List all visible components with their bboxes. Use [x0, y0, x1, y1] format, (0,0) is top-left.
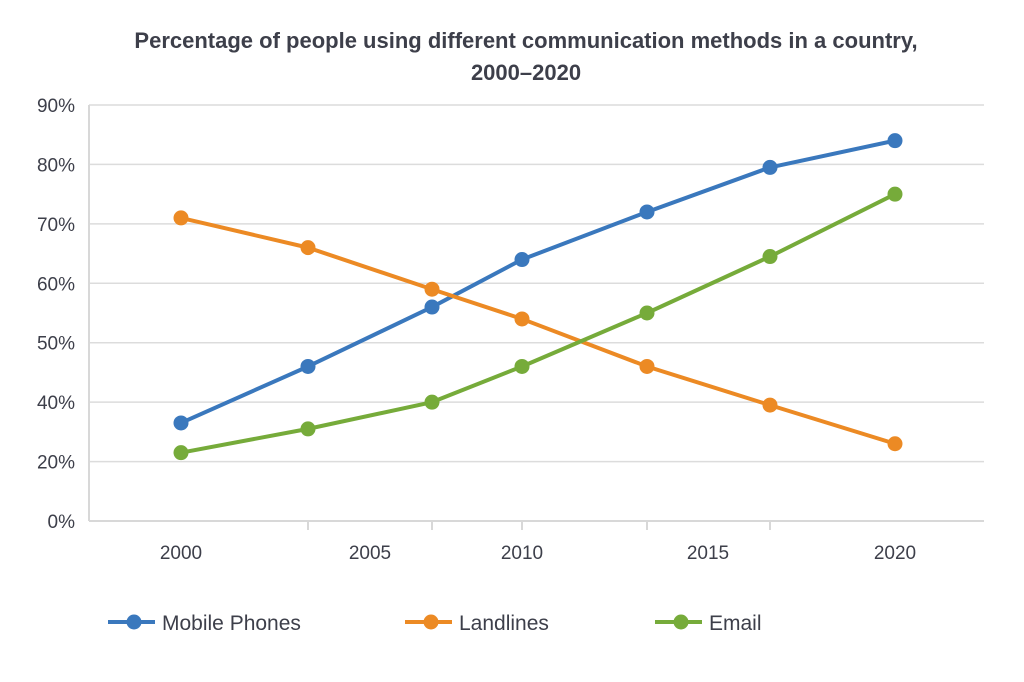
legend-item: Landlines — [405, 612, 549, 635]
legend-marker-icon — [423, 614, 439, 630]
data-point — [173, 415, 189, 431]
legend: Mobile Phones Landlines Email — [108, 612, 762, 635]
data-point — [887, 133, 903, 149]
legend-label: Mobile Phones — [162, 612, 301, 635]
x-tick-label: 2005 — [349, 543, 391, 564]
x-axis: 2000 2005 2010 2015 2020 — [160, 543, 916, 564]
x-tick-label: 2010 — [501, 543, 543, 564]
y-tick-label: 90% — [37, 96, 75, 117]
gridlines — [88, 104, 984, 530]
data-point — [300, 358, 316, 374]
data-point — [639, 358, 655, 374]
data-point — [173, 445, 189, 461]
y-tick-label: 50% — [37, 334, 75, 355]
data-point — [887, 186, 903, 202]
y-tick-label: 40% — [37, 393, 75, 414]
data-point — [514, 358, 530, 374]
series-landlines — [173, 210, 903, 452]
legend-marker-icon — [126, 614, 142, 630]
y-tick-label: 60% — [37, 274, 75, 295]
legend-item: Email — [655, 612, 762, 635]
data-point — [762, 397, 778, 413]
chart-title: Percentage of people using different com… — [134, 28, 917, 53]
legend-marker-icon — [673, 614, 689, 630]
y-tick-label: 20% — [37, 453, 75, 474]
data-point — [424, 394, 440, 410]
series-email — [173, 186, 903, 461]
x-tick-label: 2020 — [874, 543, 916, 564]
chart-subtitle: 2000–2020 — [471, 60, 581, 85]
data-point — [514, 311, 530, 327]
data-point — [300, 240, 316, 256]
data-point — [300, 421, 316, 437]
legend-item: Mobile Phones — [108, 612, 301, 635]
y-axis: 90% 80% 70% 60% 50% 40% 20% 0% — [37, 96, 75, 533]
y-tick-label: 80% — [37, 155, 75, 176]
legend-label: Landlines — [459, 612, 549, 635]
series-line — [180, 138, 896, 425]
legend-label: Email — [709, 612, 762, 635]
data-point — [639, 204, 655, 220]
data-point — [424, 281, 440, 297]
data-point — [887, 436, 903, 452]
x-tick-label: 2015 — [687, 543, 729, 564]
data-point — [639, 305, 655, 321]
series-mobile-phones — [173, 133, 903, 431]
series — [173, 133, 903, 461]
data-point — [762, 159, 778, 175]
data-point — [514, 252, 530, 268]
y-tick-label: 0% — [48, 512, 76, 533]
data-point — [173, 210, 189, 226]
y-tick-label: 70% — [37, 215, 75, 236]
x-tick-label: 2000 — [160, 543, 202, 564]
data-point — [424, 299, 440, 315]
data-point — [762, 249, 778, 265]
